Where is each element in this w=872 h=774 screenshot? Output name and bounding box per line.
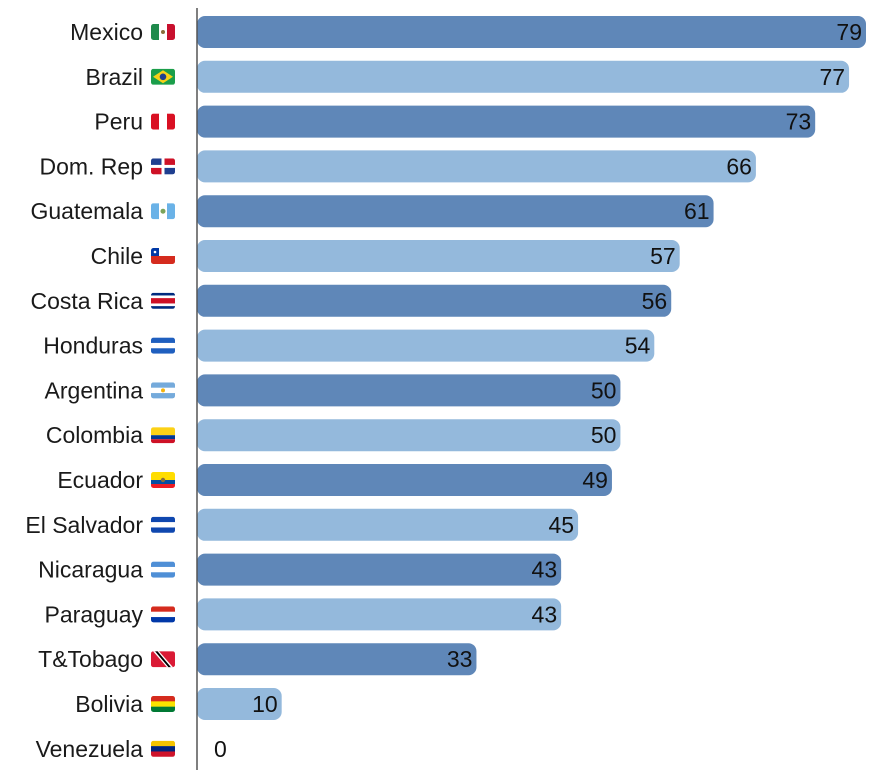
category-label-nicaragua: Nicaragua (38, 557, 143, 583)
category-label-guatemala: Guatemala (30, 198, 143, 224)
value-label-paraguay: 43 (532, 601, 558, 627)
value-label-venezuela: 0 (214, 736, 227, 762)
value-label-brazil: 77 (819, 64, 845, 90)
bar-peru (197, 105, 816, 138)
guatemala-flag-icon (151, 203, 175, 220)
category-label-venezuela: Venezuela (36, 736, 144, 762)
value-label-argentina: 50 (591, 377, 617, 403)
honduras-flag-icon (151, 337, 175, 354)
category-label-peru: Peru (94, 109, 143, 135)
value-label-t-tobago: 33 (447, 646, 473, 672)
bar-paraguay (197, 598, 562, 631)
bar-el-salvador (197, 508, 579, 541)
category-label-chile: Chile (91, 243, 143, 269)
category-labels-group: Mexico Brazil Peru Dom. Rep Guatemala Chile Co… (25, 19, 143, 762)
bar-bolivia (197, 688, 282, 720)
bar-guatemala (197, 195, 714, 228)
category-label-ecuador: Ecuador (57, 467, 143, 493)
category-label-el-salvador: El Salvador (25, 512, 143, 538)
value-label-nicaragua: 43 (532, 557, 558, 583)
bar-nicaragua (197, 553, 562, 586)
dom-rep-flag-icon (151, 158, 175, 175)
value-labels-group: 79 77 73 66 61 57 56 54 50 50 49 45 43 43 33 10 0 (214, 19, 862, 762)
bar-chile (197, 240, 680, 272)
category-label-costa-rica: Costa Rica (31, 288, 144, 314)
flags-group (151, 24, 175, 757)
bar-mexico (197, 16, 866, 48)
value-label-costa-rica: 56 (642, 288, 668, 314)
value-label-guatemala: 61 (684, 198, 710, 224)
ecuador-flag-icon (151, 472, 175, 488)
value-label-dom-rep: 66 (726, 153, 752, 179)
category-label-mexico: Mexico (70, 19, 143, 45)
category-label-bolivia: Bolivia (75, 691, 143, 717)
mexico-flag-icon (151, 24, 175, 40)
value-label-bolivia: 10 (252, 691, 278, 717)
brazil-flag-icon (151, 68, 175, 85)
chile-flag-icon (151, 248, 175, 264)
bar-colombia (197, 419, 621, 452)
bar-ecuador (197, 464, 612, 496)
argentina-flag-icon (151, 382, 175, 399)
venezuela-flag-icon (151, 740, 175, 757)
bar-honduras (197, 329, 655, 362)
value-label-peru: 73 (786, 109, 812, 135)
costa-rica-flag-icon (151, 292, 175, 309)
el-salvador-flag-icon (151, 516, 175, 533)
bar-t-tobago (197, 643, 477, 676)
category-label-brazil: Brazil (85, 64, 143, 90)
category-label-honduras: Honduras (43, 333, 143, 359)
bar-dom-rep (197, 150, 756, 183)
t-tobago-flag-icon (151, 651, 175, 668)
bars-group (197, 16, 866, 720)
colombia-flag-icon (151, 427, 175, 444)
value-label-el-salvador: 45 (548, 512, 574, 538)
bar-costa-rica (197, 284, 672, 317)
bolivia-flag-icon (151, 696, 175, 712)
value-label-mexico: 79 (836, 19, 862, 45)
paraguay-flag-icon (151, 606, 175, 623)
peru-flag-icon (151, 113, 175, 130)
value-label-colombia: 50 (591, 422, 617, 448)
category-label-colombia: Colombia (46, 422, 143, 448)
nicaragua-flag-icon (151, 561, 175, 578)
category-label-paraguay: Paraguay (45, 601, 144, 627)
bar-brazil (197, 60, 850, 93)
category-label-t-tobago: T&Tobago (38, 646, 143, 672)
bar-argentina (197, 374, 621, 407)
value-label-ecuador: 49 (582, 467, 608, 493)
category-label-argentina: Argentina (45, 377, 144, 403)
value-label-honduras: 54 (625, 333, 651, 359)
value-label-chile: 57 (650, 243, 676, 269)
category-label-dom-rep: Dom. Rep (39, 153, 143, 179)
